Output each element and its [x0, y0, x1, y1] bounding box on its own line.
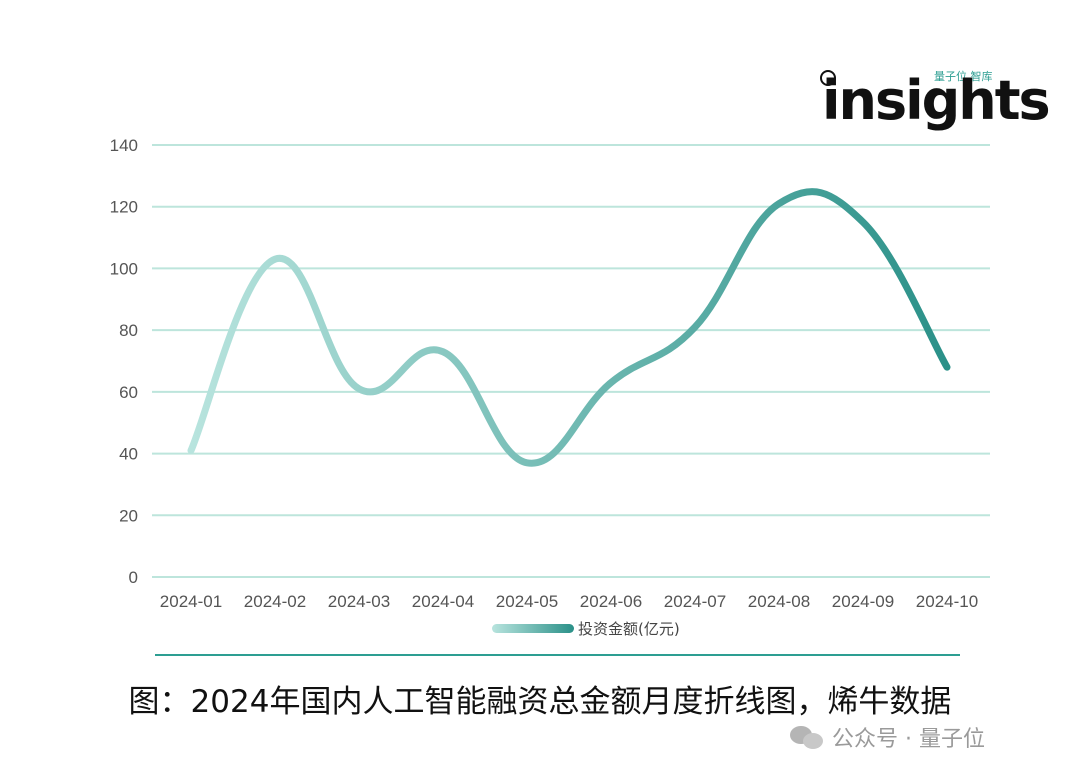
- x-tick-label: 2024-08: [748, 592, 810, 611]
- y-tick-label: 40: [119, 445, 138, 464]
- x-tick-label: 2024-09: [832, 592, 894, 611]
- y-tick-label: 140: [110, 136, 138, 155]
- legend[interactable]: 投资金额(亿元): [492, 620, 680, 638]
- y-axis-ticks: 0 20 40 60 80 100 120 140: [110, 136, 138, 587]
- series-line: [187, 188, 951, 467]
- x-axis-ticks: 2024-01 2024-02 2024-03 2024-04 2024-05 2024-…: [160, 592, 978, 611]
- logo-subtitle: 量子位 智库: [934, 70, 993, 83]
- x-tick-label: 2024-05: [496, 592, 558, 611]
- line-chart: 0 20 40 60 80 100 120 140 2024-01 2024-02 2024-03…: [110, 136, 990, 638]
- y-tick-label: 60: [119, 383, 138, 402]
- logo-wordmark: insights: [822, 69, 1051, 132]
- legend-label: 投资金额(亿元): [578, 620, 680, 638]
- grid-lines: [152, 144, 990, 578]
- x-tick-label: 2024-06: [580, 592, 642, 611]
- x-tick-label: 2024-07: [664, 592, 726, 611]
- figure-caption: 图：2024年国内人工智能融资总金额月度折线图，烯牛数据: [128, 684, 952, 720]
- x-tick-label: 2024-04: [412, 592, 474, 611]
- x-tick-label: 2024-10: [916, 592, 978, 611]
- x-tick-label: 2024-03: [328, 592, 390, 611]
- y-tick-label: 100: [110, 259, 138, 278]
- y-tick-label: 80: [119, 321, 138, 340]
- watermark: 公众号 · 量子位: [790, 722, 985, 752]
- watermark-text: 公众号 · 量子位: [832, 727, 985, 752]
- y-tick-label: 0: [129, 568, 138, 587]
- x-tick-label: 2024-02: [244, 592, 306, 611]
- y-tick-label: 20: [119, 506, 138, 525]
- divider: [155, 654, 960, 656]
- legend-swatch: [492, 624, 574, 633]
- y-tick-label: 120: [110, 198, 138, 217]
- wechat-icon: [790, 724, 824, 750]
- x-tick-label: 2024-01: [160, 592, 222, 611]
- logo-ring-icon: [820, 70, 836, 86]
- data-points: [191, 204, 947, 463]
